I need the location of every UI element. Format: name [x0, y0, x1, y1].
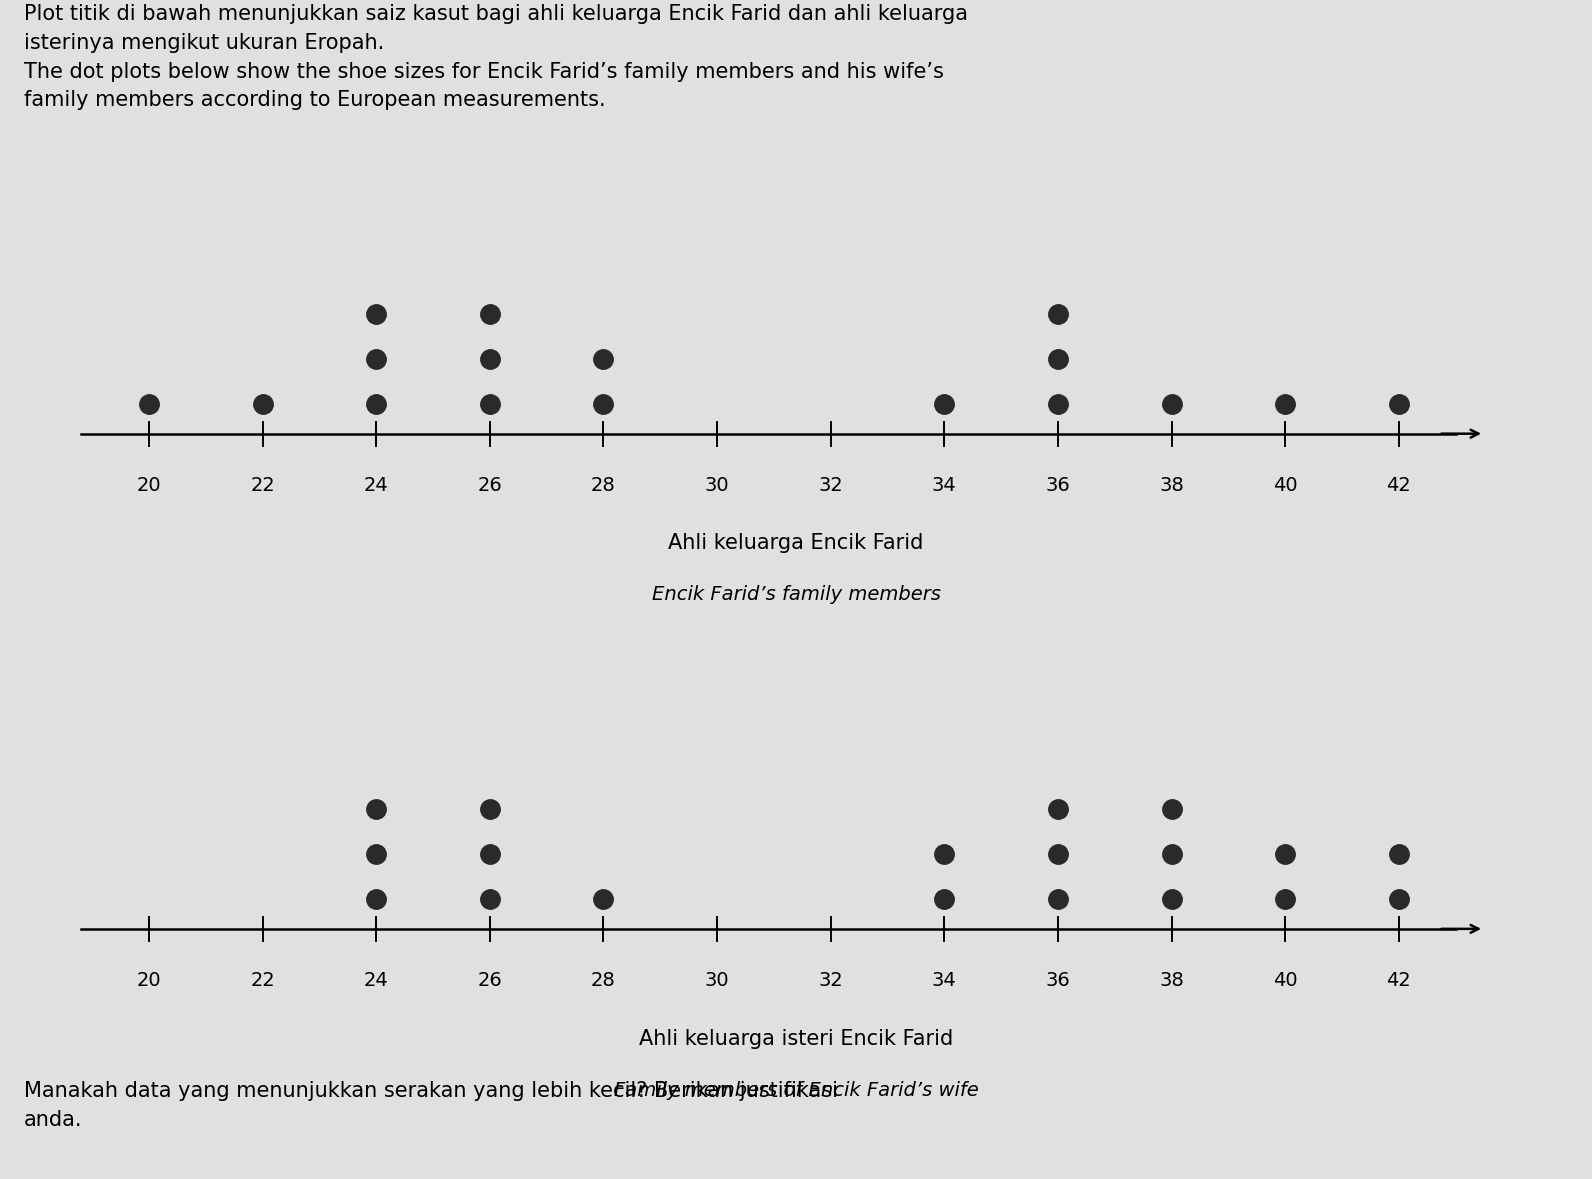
Text: 38: 38: [1159, 970, 1184, 990]
Text: 20: 20: [137, 475, 161, 495]
Text: Family members of Encik Farid’s wife: Family members of Encik Farid’s wife: [613, 1080, 979, 1100]
Text: 22: 22: [250, 475, 275, 495]
Text: 42: 42: [1387, 970, 1411, 990]
Text: 32: 32: [818, 970, 844, 990]
Text: Manakah data yang menunjukkan serakan yang lebih kecil? Berikan justifikasi
anda: Manakah data yang menunjukkan serakan ya…: [24, 1081, 837, 1131]
Text: 20: 20: [137, 970, 161, 990]
Text: 26: 26: [478, 970, 501, 990]
Text: Encik Farid’s family members: Encik Farid’s family members: [651, 585, 941, 605]
Text: 26: 26: [478, 475, 501, 495]
Text: Plot titik di bawah menunjukkan saiz kasut bagi ahli keluarga Encik Farid dan ah: Plot titik di bawah menunjukkan saiz kas…: [24, 4, 968, 111]
Text: 34: 34: [931, 970, 957, 990]
Text: 28: 28: [591, 970, 616, 990]
Text: 24: 24: [365, 475, 388, 495]
Text: 22: 22: [250, 970, 275, 990]
Text: Ahli keluarga isteri Encik Farid: Ahli keluarga isteri Encik Farid: [638, 1028, 954, 1048]
Text: 40: 40: [1274, 970, 1297, 990]
Text: 30: 30: [705, 970, 729, 990]
Text: 32: 32: [818, 475, 844, 495]
Text: 24: 24: [365, 970, 388, 990]
Text: Ahli keluarga Encik Farid: Ahli keluarga Encik Farid: [669, 533, 923, 553]
Text: 34: 34: [931, 475, 957, 495]
Text: 42: 42: [1387, 475, 1411, 495]
Text: 28: 28: [591, 475, 616, 495]
Text: 30: 30: [705, 475, 729, 495]
Text: 36: 36: [1046, 970, 1070, 990]
Text: 38: 38: [1159, 475, 1184, 495]
Text: 36: 36: [1046, 475, 1070, 495]
Text: 40: 40: [1274, 475, 1297, 495]
